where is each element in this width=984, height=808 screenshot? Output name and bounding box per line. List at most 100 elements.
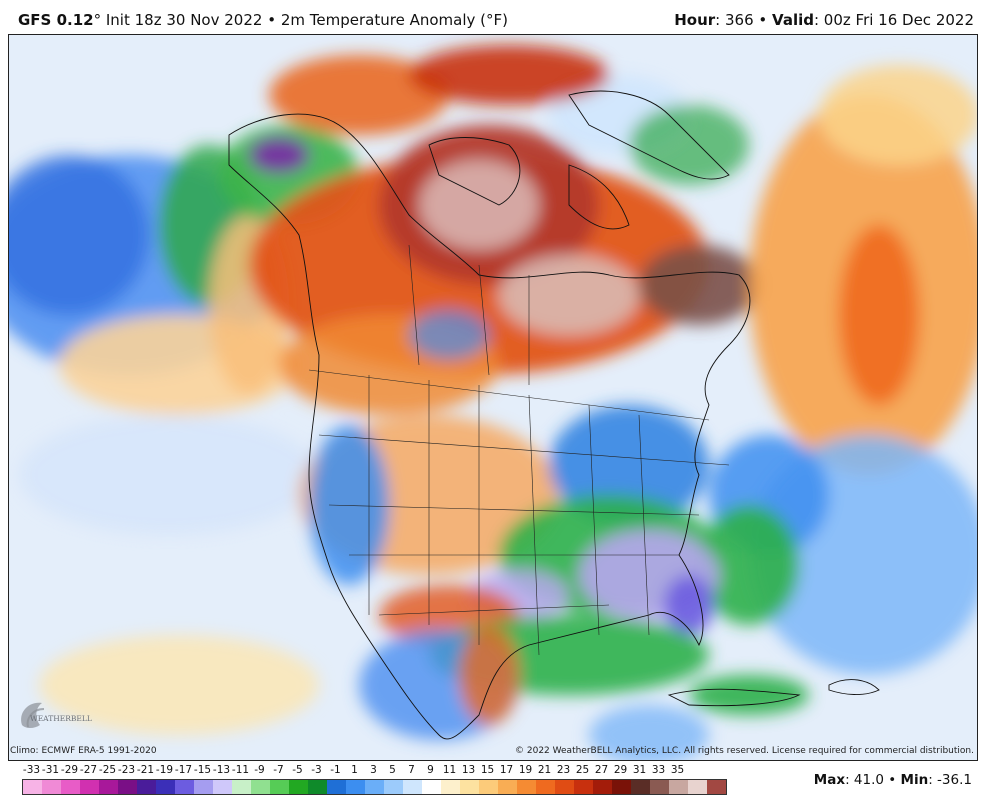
scale-swatch bbox=[422, 780, 441, 794]
scale-tick-label: 35 bbox=[670, 764, 685, 776]
scale-swatch bbox=[555, 780, 574, 794]
scale-swatch bbox=[156, 780, 175, 794]
scale-tick-label: 25 bbox=[575, 764, 590, 776]
separator: • bbox=[888, 772, 897, 788]
scale-swatch bbox=[612, 780, 631, 794]
scale-swatch bbox=[23, 780, 42, 794]
scale-tick-label: -21 bbox=[136, 764, 155, 776]
scale-swatch bbox=[194, 780, 213, 794]
scale-tick-label: -23 bbox=[117, 764, 136, 776]
max-min-stats: Max: 41.0 • Min: -36.1 bbox=[814, 772, 972, 788]
scale-swatch bbox=[232, 780, 251, 794]
scale-swatch bbox=[688, 780, 707, 794]
min-value: : -36.1 bbox=[928, 772, 972, 788]
scale-swatch bbox=[631, 780, 650, 794]
scale-tick-label: -5 bbox=[292, 764, 303, 776]
scale-swatch bbox=[479, 780, 498, 794]
scale-tick-label: 15 bbox=[480, 764, 495, 776]
scale-tick-label: 33 bbox=[651, 764, 666, 776]
scale-swatch bbox=[574, 780, 593, 794]
degree-mark: ° bbox=[93, 11, 102, 29]
scale-tick-label: -25 bbox=[98, 764, 117, 776]
min-label: Min bbox=[900, 772, 929, 788]
scale-swatch bbox=[80, 780, 99, 794]
scale-swatch bbox=[650, 780, 669, 794]
model-name: GFS 0.12 bbox=[18, 11, 94, 29]
scale-tick-label: -13 bbox=[212, 764, 231, 776]
scale-swatch bbox=[517, 780, 536, 794]
scale-tick-label: -19 bbox=[155, 764, 174, 776]
scale-swatch bbox=[593, 780, 612, 794]
scale-tick-label: 13 bbox=[461, 764, 476, 776]
scale-swatch bbox=[707, 780, 726, 794]
scale-tick-label: -3 bbox=[311, 764, 322, 776]
scale-tick-label: -7 bbox=[273, 764, 284, 776]
scale-tick-label: 9 bbox=[427, 764, 434, 776]
scale-swatch bbox=[251, 780, 270, 794]
scale-tick-label: 11 bbox=[442, 764, 457, 776]
scale-swatch bbox=[213, 780, 232, 794]
scale-swatch bbox=[460, 780, 479, 794]
scale-swatch bbox=[536, 780, 555, 794]
copyright-note: © 2022 WeatherBELL Analytics, LLC. All r… bbox=[515, 746, 974, 756]
separator: • bbox=[758, 11, 768, 29]
anomaly-field bbox=[9, 45, 977, 760]
header: GFS 0.12° Init 18z 30 Nov 2022 • 2m Temp… bbox=[0, 0, 984, 34]
scale-swatch bbox=[384, 780, 403, 794]
init-time: Init 18z 30 Nov 2022 bbox=[105, 11, 263, 29]
map-canvas bbox=[9, 35, 977, 760]
scale-tick-label: 21 bbox=[537, 764, 552, 776]
scale-tick-label: 7 bbox=[408, 764, 415, 776]
climo-note: Climo: ECMWF ERA-5 1991-2020 bbox=[10, 746, 157, 756]
scale-tick-label: 23 bbox=[556, 764, 571, 776]
scale-swatch bbox=[137, 780, 156, 794]
scale-tick-labels: -33 -31 -29 -27 -25 -23 -21 -19 -17 -15 -13 -11 -9 -7… bbox=[22, 764, 712, 778]
valid-value: : 00z Fri 16 Dec 2022 bbox=[813, 11, 974, 29]
map-title: GFS 0.12° Init 18z 30 Nov 2022 • 2m Temp… bbox=[18, 11, 508, 29]
scale-tick-label: 5 bbox=[389, 764, 396, 776]
scale-tick-label: -1 bbox=[330, 764, 341, 776]
scale-tick-label: 17 bbox=[499, 764, 514, 776]
separator: • bbox=[267, 11, 277, 29]
scale-swatch bbox=[346, 780, 365, 794]
scale-swatch bbox=[441, 780, 460, 794]
logo-text: WEATHERBELL bbox=[30, 714, 92, 723]
anomaly-map[interactable] bbox=[8, 34, 978, 761]
scale-tick-label: -17 bbox=[174, 764, 193, 776]
weatherbell-logo: WEATHERBELL bbox=[14, 695, 104, 739]
max-label: Max bbox=[813, 772, 846, 788]
scale-tick-label: 19 bbox=[518, 764, 533, 776]
scale-swatch bbox=[308, 780, 327, 794]
max-value: : 41.0 bbox=[845, 772, 884, 788]
scale-swatch bbox=[403, 780, 422, 794]
scale-tick-label: -27 bbox=[79, 764, 98, 776]
scale-swatch bbox=[289, 780, 308, 794]
scale-tick-label: 27 bbox=[594, 764, 609, 776]
scale-swatch bbox=[270, 780, 289, 794]
scale-swatch bbox=[327, 780, 346, 794]
valid-info: Hour: 366 • Valid: 00z Fri 16 Dec 2022 bbox=[674, 11, 974, 29]
hour-value: : 366 bbox=[715, 11, 754, 29]
scale-tick-label: -29 bbox=[60, 764, 79, 776]
scale-swatch bbox=[365, 780, 384, 794]
color-scale-legend: -33 -31 -29 -27 -25 -23 -21 -19 -17 -15 -13 -11 -9 -7… bbox=[8, 764, 727, 808]
scale-swatch bbox=[118, 780, 137, 794]
scale-swatch bbox=[669, 780, 688, 794]
scale-tick-label: 1 bbox=[351, 764, 358, 776]
scale-tick-label: -9 bbox=[254, 764, 265, 776]
scale-swatch bbox=[61, 780, 80, 794]
scale-tick-label: 31 bbox=[632, 764, 647, 776]
product-name: 2m Temperature Anomaly (°F) bbox=[280, 11, 508, 29]
borders bbox=[308, 244, 730, 656]
hour-label: Hour bbox=[674, 11, 716, 29]
scale-swatch bbox=[99, 780, 118, 794]
coastlines bbox=[228, 90, 880, 740]
scale-swatch bbox=[498, 780, 517, 794]
scale-tick-label: -15 bbox=[193, 764, 212, 776]
scale-tick-label: 29 bbox=[613, 764, 628, 776]
valid-label: Valid bbox=[772, 11, 814, 29]
scale-tick-label: -33 bbox=[22, 764, 41, 776]
scale-swatch bbox=[42, 780, 61, 794]
scale-color-bar bbox=[22, 779, 727, 795]
scale-swatch bbox=[175, 780, 194, 794]
